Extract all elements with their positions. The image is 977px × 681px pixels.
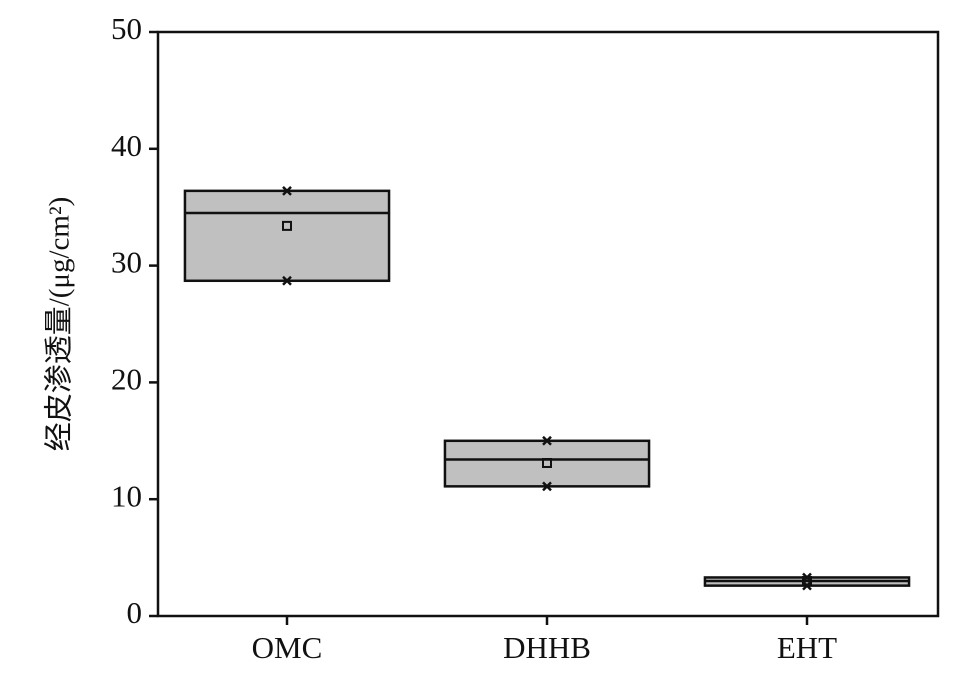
min-marker <box>282 275 292 286</box>
y-axis-label: 经皮渗透量/(μg/cm²) <box>43 197 76 452</box>
y-tick-label: 50 <box>111 11 142 46</box>
box <box>183 189 391 283</box>
min-marker <box>542 481 552 492</box>
y-tick-label: 0 <box>127 595 143 630</box>
y-tick-label: 40 <box>111 128 142 163</box>
max-marker <box>802 572 812 583</box>
y-tick-label: 20 <box>111 362 142 397</box>
plot-frame <box>156 30 940 618</box>
y-tick-label: 30 <box>111 245 142 280</box>
max-marker <box>542 435 552 446</box>
max-marker <box>282 185 292 196</box>
mean-marker <box>542 457 552 468</box>
y-tick-label: 10 <box>111 478 142 513</box>
box <box>443 439 651 488</box>
x-tick-label: EHT <box>777 630 837 665</box>
x-tick-label: OMC <box>252 630 323 665</box>
min-marker <box>802 580 812 591</box>
x-tick-label: DHHB <box>503 630 591 665</box>
mean-marker <box>282 220 292 231</box>
